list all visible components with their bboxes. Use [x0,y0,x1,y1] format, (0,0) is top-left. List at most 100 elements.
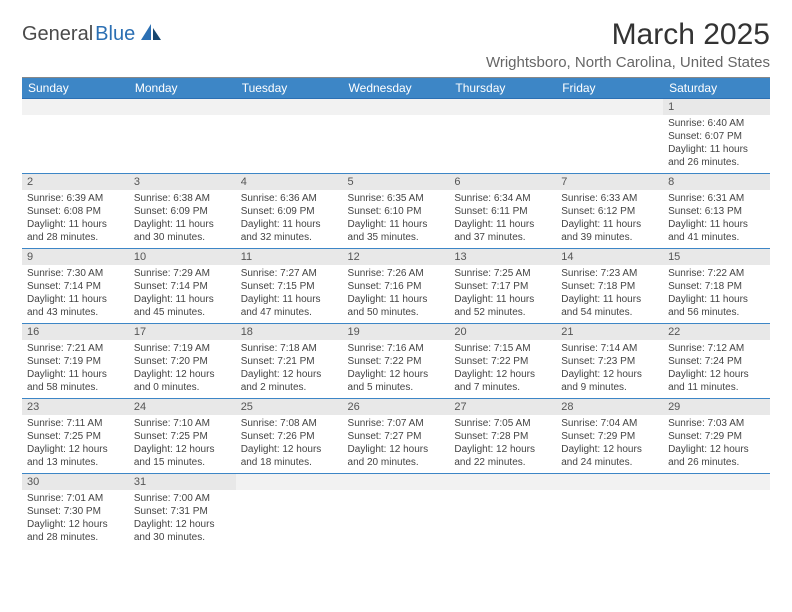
day-details: Sunrise: 7:27 AMSunset: 7:15 PMDaylight:… [236,265,343,323]
day-number: 4 [236,174,343,190]
calendar-row: 2Sunrise: 6:39 AMSunset: 6:08 PMDaylight… [22,174,770,249]
calendar-cell: 11Sunrise: 7:27 AMSunset: 7:15 PMDayligh… [236,249,343,324]
day-number: 22 [663,324,770,340]
day-details: Sunrise: 7:21 AMSunset: 7:19 PMDaylight:… [22,340,129,398]
day-number: 13 [449,249,556,265]
day-details: Sunrise: 7:11 AMSunset: 7:25 PMDaylight:… [22,415,129,473]
day-details: Sunrise: 6:40 AMSunset: 6:07 PMDaylight:… [663,115,770,173]
day-number: 17 [129,324,236,340]
calendar-cell: 20Sunrise: 7:15 AMSunset: 7:22 PMDayligh… [449,324,556,399]
calendar-cell: 25Sunrise: 7:08 AMSunset: 7:26 PMDayligh… [236,399,343,474]
day-number: 20 [449,324,556,340]
day-number: 14 [556,249,663,265]
location-subtitle: Wrightsboro, North Carolina, United Stat… [486,54,770,71]
calendar-cell: 13Sunrise: 7:25 AMSunset: 7:17 PMDayligh… [449,249,556,324]
calendar-cell: 2Sunrise: 6:39 AMSunset: 6:08 PMDaylight… [22,174,129,249]
day-number: 23 [22,399,129,415]
calendar-cell: 12Sunrise: 7:26 AMSunset: 7:16 PMDayligh… [343,249,450,324]
calendar-cell: 9Sunrise: 7:30 AMSunset: 7:14 PMDaylight… [22,249,129,324]
day-number: 10 [129,249,236,265]
day-details: Sunrise: 7:00 AMSunset: 7:31 PMDaylight:… [129,490,236,548]
day-details: Sunrise: 7:01 AMSunset: 7:30 PMDaylight:… [22,490,129,548]
day-details: Sunrise: 7:26 AMSunset: 7:16 PMDaylight:… [343,265,450,323]
calendar-cell: 5Sunrise: 6:35 AMSunset: 6:10 PMDaylight… [343,174,450,249]
weekday-header: Thursday [449,78,556,99]
calendar-row: 1Sunrise: 6:40 AMSunset: 6:07 PMDaylight… [22,99,770,174]
brand-general: General [22,23,93,46]
day-details: Sunrise: 6:35 AMSunset: 6:10 PMDaylight:… [343,190,450,248]
calendar-cell [663,474,770,549]
day-details: Sunrise: 6:31 AMSunset: 6:13 PMDaylight:… [663,190,770,248]
day-number: 24 [129,399,236,415]
calendar-cell: 19Sunrise: 7:16 AMSunset: 7:22 PMDayligh… [343,324,450,399]
day-number: 8 [663,174,770,190]
calendar-cell [449,99,556,174]
day-details: Sunrise: 7:30 AMSunset: 7:14 PMDaylight:… [22,265,129,323]
day-number: 31 [129,474,236,490]
calendar-cell: 6Sunrise: 6:34 AMSunset: 6:11 PMDaylight… [449,174,556,249]
day-details: Sunrise: 7:16 AMSunset: 7:22 PMDaylight:… [343,340,450,398]
brand-blue: Blue [95,23,135,46]
sail-icon [139,22,165,47]
calendar-cell: 8Sunrise: 6:31 AMSunset: 6:13 PMDaylight… [663,174,770,249]
day-number: 16 [22,324,129,340]
weekday-header: Friday [556,78,663,99]
day-number: 28 [556,399,663,415]
day-details: Sunrise: 7:14 AMSunset: 7:23 PMDaylight:… [556,340,663,398]
day-number: 18 [236,324,343,340]
calendar-cell: 22Sunrise: 7:12 AMSunset: 7:24 PMDayligh… [663,324,770,399]
calendar-cell: 15Sunrise: 7:22 AMSunset: 7:18 PMDayligh… [663,249,770,324]
calendar-row: 23Sunrise: 7:11 AMSunset: 7:25 PMDayligh… [22,399,770,474]
day-number: 3 [129,174,236,190]
day-number: 9 [22,249,129,265]
day-details: Sunrise: 7:12 AMSunset: 7:24 PMDaylight:… [663,340,770,398]
calendar-row: 30Sunrise: 7:01 AMSunset: 7:30 PMDayligh… [22,474,770,549]
calendar-row: 9Sunrise: 7:30 AMSunset: 7:14 PMDaylight… [22,249,770,324]
calendar-cell: 14Sunrise: 7:23 AMSunset: 7:18 PMDayligh… [556,249,663,324]
weekday-header: Monday [129,78,236,99]
day-number: 1 [663,99,770,115]
calendar-cell: 29Sunrise: 7:03 AMSunset: 7:29 PMDayligh… [663,399,770,474]
calendar-cell: 30Sunrise: 7:01 AMSunset: 7:30 PMDayligh… [22,474,129,549]
day-number: 7 [556,174,663,190]
day-details: Sunrise: 6:34 AMSunset: 6:11 PMDaylight:… [449,190,556,248]
calendar-cell: 17Sunrise: 7:19 AMSunset: 7:20 PMDayligh… [129,324,236,399]
day-number: 21 [556,324,663,340]
month-title: March 2025 [486,18,770,52]
day-details: Sunrise: 6:36 AMSunset: 6:09 PMDaylight:… [236,190,343,248]
calendar-cell: 27Sunrise: 7:05 AMSunset: 7:28 PMDayligh… [449,399,556,474]
day-details: Sunrise: 7:25 AMSunset: 7:17 PMDaylight:… [449,265,556,323]
day-number: 25 [236,399,343,415]
calendar-cell: 1Sunrise: 6:40 AMSunset: 6:07 PMDaylight… [663,99,770,174]
day-number: 12 [343,249,450,265]
calendar-cell: 31Sunrise: 7:00 AMSunset: 7:31 PMDayligh… [129,474,236,549]
calendar-cell [343,99,450,174]
calendar-cell [449,474,556,549]
day-number: 5 [343,174,450,190]
day-details: Sunrise: 7:18 AMSunset: 7:21 PMDaylight:… [236,340,343,398]
calendar-cell [556,99,663,174]
calendar-cell: 21Sunrise: 7:14 AMSunset: 7:23 PMDayligh… [556,324,663,399]
day-details: Sunrise: 7:15 AMSunset: 7:22 PMDaylight:… [449,340,556,398]
calendar-cell [236,474,343,549]
day-details: Sunrise: 7:05 AMSunset: 7:28 PMDaylight:… [449,415,556,473]
brand-logo: GeneralBlue [22,18,165,47]
day-number: 27 [449,399,556,415]
calendar-cell [129,99,236,174]
calendar-cell: 28Sunrise: 7:04 AMSunset: 7:29 PMDayligh… [556,399,663,474]
calendar-cell: 26Sunrise: 7:07 AMSunset: 7:27 PMDayligh… [343,399,450,474]
weekday-header: Tuesday [236,78,343,99]
day-details: Sunrise: 7:23 AMSunset: 7:18 PMDaylight:… [556,265,663,323]
day-number: 19 [343,324,450,340]
day-details: Sunrise: 7:19 AMSunset: 7:20 PMDaylight:… [129,340,236,398]
day-details: Sunrise: 7:22 AMSunset: 7:18 PMDaylight:… [663,265,770,323]
calendar-grid: SundayMondayTuesdayWednesdayThursdayFrid… [22,78,770,548]
title-block: March 2025 Wrightsboro, North Carolina, … [486,18,770,71]
day-number: 2 [22,174,129,190]
day-number: 15 [663,249,770,265]
day-details: Sunrise: 6:38 AMSunset: 6:09 PMDaylight:… [129,190,236,248]
calendar-cell [343,474,450,549]
calendar-cell: 18Sunrise: 7:18 AMSunset: 7:21 PMDayligh… [236,324,343,399]
calendar-cell: 24Sunrise: 7:10 AMSunset: 7:25 PMDayligh… [129,399,236,474]
calendar-cell: 16Sunrise: 7:21 AMSunset: 7:19 PMDayligh… [22,324,129,399]
